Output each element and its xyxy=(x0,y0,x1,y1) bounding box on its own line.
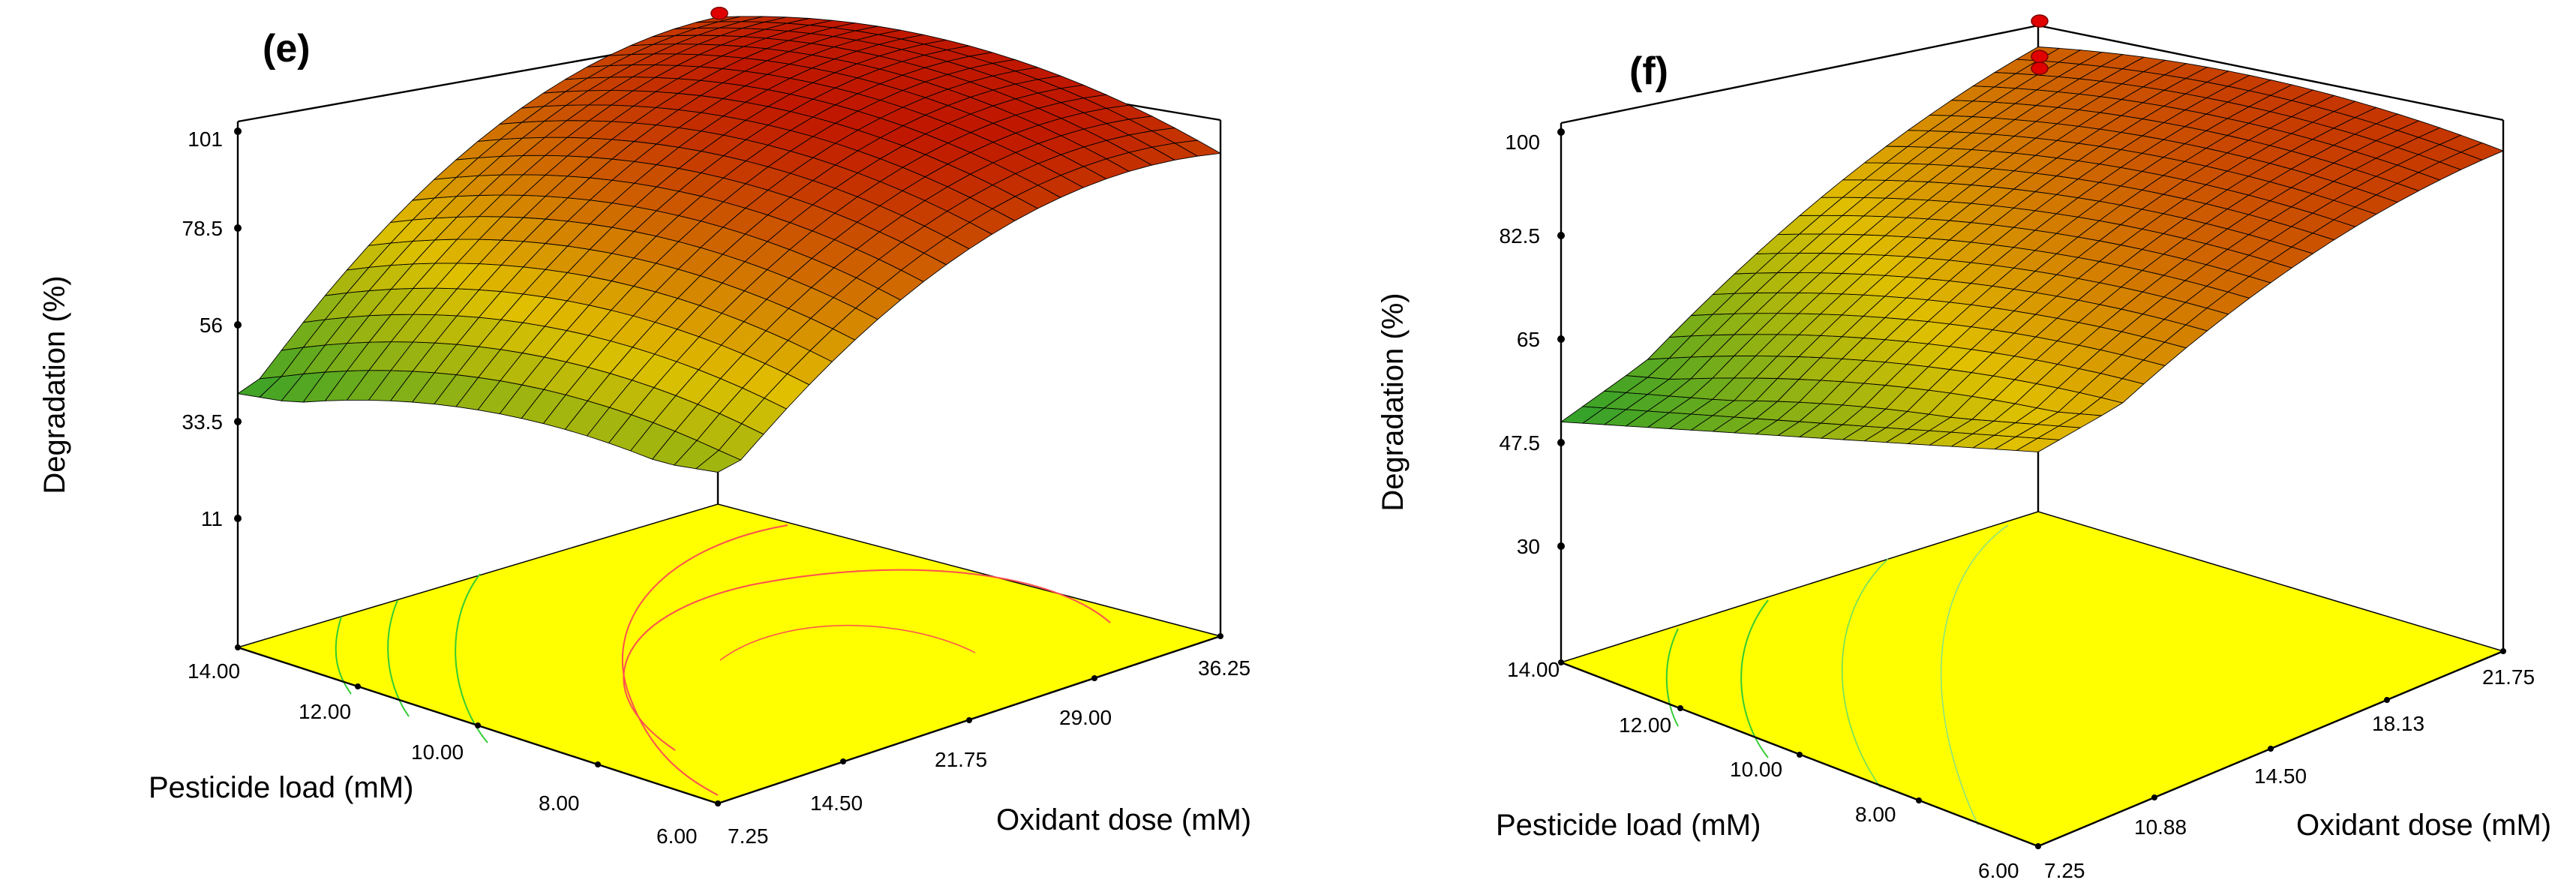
y-axis-title: Oxidant dose (mM) xyxy=(2296,809,2551,842)
contour-line xyxy=(335,616,352,695)
x-tick-mark xyxy=(1797,752,1803,758)
x-tick-label: 12.00 xyxy=(1619,713,1671,737)
x-tick-label: 6.00 xyxy=(1978,859,2019,882)
y-tick-mark xyxy=(2500,648,2506,654)
z-tick-label: 78.5 xyxy=(182,217,224,240)
design-point xyxy=(2031,14,2049,28)
y-tick-label: 21.75 xyxy=(935,748,987,771)
x-tick-label: 14.00 xyxy=(1507,658,1560,681)
z-axis-title: Degradation (%) xyxy=(38,275,71,494)
box-edge-top-right xyxy=(2037,24,2504,122)
response-surface xyxy=(1560,47,2505,452)
z-tick-label: 100 xyxy=(1505,131,1540,154)
x-axis: 14.00 12.00 10.00 8.00 6.00 xyxy=(1507,658,2041,882)
y-tick-label: 14.50 xyxy=(810,791,863,815)
y-tick-label: 36.25 xyxy=(1198,656,1250,680)
z-axis: 30 47.5 65 82.5 100 xyxy=(1500,128,1565,558)
chart-panel-f: 30 47.5 65 82.5 100 14.00 12.00 10.00 8.… xyxy=(1288,0,2576,892)
z-tick-mark xyxy=(234,515,242,522)
panel-label: (e) xyxy=(263,27,311,71)
y-tick-mark xyxy=(840,758,846,764)
z-axis: 11 33.5 56 78.5 101 xyxy=(182,128,242,530)
y-axis: 7.25 14.50 21.75 29.00 36.25 xyxy=(715,633,1250,848)
x-axis-title: Pesticide load (mM) xyxy=(1496,809,1761,842)
surface-patch xyxy=(1173,140,1222,157)
design-points xyxy=(2031,14,2049,75)
x-tick-mark xyxy=(355,683,361,689)
z-tick-mark xyxy=(234,418,242,425)
y-tick-mark xyxy=(1217,633,1223,639)
x-tick-mark xyxy=(235,644,241,650)
z-tick-mark xyxy=(1557,335,1565,343)
x-axis: 14.00 12.00 10.00 8.00 6.00 xyxy=(188,644,721,848)
design-point xyxy=(2031,50,2049,64)
y-tick-mark xyxy=(2268,746,2274,752)
z-tick-mark xyxy=(234,224,242,232)
contour-floor xyxy=(1559,511,2505,847)
y-tick-mark xyxy=(966,717,972,723)
contour-line xyxy=(1740,599,1769,758)
contour-line xyxy=(623,569,1111,751)
z-tick-label: 56 xyxy=(200,314,223,337)
contour-line xyxy=(1940,524,2009,826)
y-tick-mark xyxy=(1091,675,1097,681)
x-tick-mark xyxy=(475,722,481,728)
x-tick-mark xyxy=(1916,797,1922,803)
z-tick-label: 65 xyxy=(1517,328,1540,351)
z-tick-label: 101 xyxy=(188,128,223,151)
contour-line xyxy=(387,599,410,717)
z-tick-mark xyxy=(1557,542,1565,550)
y-tick-label: 7.25 xyxy=(728,824,769,848)
design-point xyxy=(710,6,728,20)
chart-panel-e: 11 33.5 56 78.5 101 14.00 12.00 10.00 8.… xyxy=(38,6,1251,848)
y-tick-mark xyxy=(715,800,721,806)
y-tick-mark xyxy=(2151,794,2157,800)
x-tick-label: 8.00 xyxy=(1855,803,1896,826)
x-tick-mark xyxy=(595,761,601,767)
design-point xyxy=(2031,62,2049,75)
contour-line xyxy=(1665,628,1679,727)
z-tick-mark xyxy=(1557,232,1565,239)
z-tick-label: 11 xyxy=(201,507,223,530)
z-tick-mark xyxy=(234,128,242,135)
y-tick-label: 21.75 xyxy=(2482,665,2535,689)
x-tick-label: 8.00 xyxy=(539,791,580,815)
box-edge-top-left xyxy=(1560,24,2039,125)
y-axis-title: Oxidant dose (mM) xyxy=(996,803,1251,836)
contour-line xyxy=(719,625,976,661)
y-tick-mark xyxy=(2035,843,2041,849)
x-tick-label: 14.00 xyxy=(188,659,240,683)
panel-label: (f) xyxy=(1629,50,1668,93)
x-tick-mark xyxy=(1558,659,1564,665)
y-tick-label: 29.00 xyxy=(1059,706,1112,729)
x-axis-title: Pesticide load (mM) xyxy=(149,771,413,804)
z-axis-title: Degradation (%) xyxy=(1377,293,1410,511)
surface-patch xyxy=(2460,142,2505,161)
y-tick-label: 18.13 xyxy=(2372,712,2424,735)
z-tick-label: 30 xyxy=(1517,535,1540,558)
design-points xyxy=(710,6,728,20)
x-tick-label: 10.00 xyxy=(1730,758,1782,781)
y-tick-label: 14.50 xyxy=(2254,764,2307,788)
x-tick-label: 12.00 xyxy=(299,700,351,723)
x-tick-label: 10.00 xyxy=(411,740,464,764)
z-tick-label: 82.5 xyxy=(1500,224,1541,248)
z-tick-mark xyxy=(234,321,242,329)
x-tick-mark xyxy=(1677,705,1683,711)
y-tick-label: 10.88 xyxy=(2134,815,2187,839)
x-tick-label: 6.00 xyxy=(656,824,698,848)
chart-e-svg: 11 33.5 56 78.5 101 14.00 12.00 10.00 8.… xyxy=(38,6,1251,848)
response-surface xyxy=(236,16,1222,473)
chart-f-svg: 30 47.5 65 82.5 100 14.00 12.00 10.00 8.… xyxy=(1377,14,2551,882)
y-tick-mark xyxy=(2384,697,2390,703)
z-tick-mark xyxy=(1557,439,1565,446)
y-tick-label: 7.25 xyxy=(2044,859,2085,882)
z-tick-mark xyxy=(1557,128,1565,136)
z-tick-label: 47.5 xyxy=(1500,431,1541,455)
z-tick-label: 33.5 xyxy=(182,410,224,434)
contour-lines xyxy=(1665,524,2009,826)
contour-line xyxy=(1842,558,1889,788)
y-axis: 7.25 10.88 14.50 18.13 21.75 xyxy=(2035,648,2535,882)
